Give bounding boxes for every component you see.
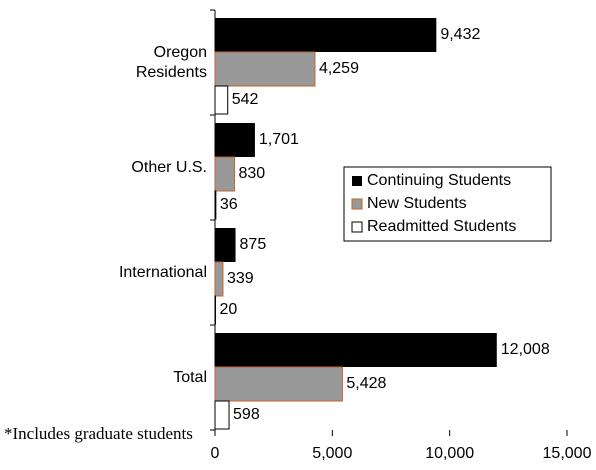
x-tick-label: 15,000 — [543, 445, 592, 462]
category-label: Oregon Residents — [135, 43, 207, 81]
value-label: 5,428 — [346, 375, 386, 392]
value-label: 875 — [240, 236, 267, 253]
bar — [214, 366, 343, 402]
bar — [215, 123, 255, 157]
bar — [214, 261, 224, 297]
category-label: Total — [173, 368, 207, 386]
value-label: 339 — [227, 270, 254, 287]
value-label: 12,008 — [501, 341, 550, 358]
legend-label: Readmitted Students — [367, 218, 516, 235]
value-label: 4,259 — [319, 60, 359, 77]
footnote: *Includes graduate students — [4, 424, 193, 443]
bar — [214, 190, 217, 220]
legend-swatch — [352, 176, 362, 186]
legend-swatch — [351, 198, 363, 210]
legend: Continuing Students New Students Readmitte… — [343, 166, 552, 242]
legend-swatch — [351, 221, 363, 233]
bar — [214, 85, 229, 115]
value-label: 9,432 — [440, 26, 480, 43]
bar — [215, 228, 236, 262]
value-label: 542 — [232, 91, 259, 108]
x-tick-label: 0 — [211, 445, 220, 462]
bar — [214, 156, 235, 192]
bar — [214, 51, 316, 87]
value-label: 830 — [238, 165, 265, 182]
value-label: 598 — [233, 406, 260, 423]
value-label: 36 — [220, 196, 238, 213]
category-label: International — [118, 263, 207, 281]
legend-label: New Students — [367, 195, 467, 212]
bar — [215, 333, 497, 367]
category-label: Other U.S. — [131, 158, 207, 176]
legend-box — [343, 166, 552, 242]
legend-label: Continuing Students — [367, 172, 511, 189]
bar — [214, 400, 230, 430]
value-label: 1,701 — [259, 131, 299, 148]
x-tick-label: 10,000 — [425, 445, 474, 462]
bar — [215, 18, 437, 52]
x-tick-label: 5,000 — [312, 445, 352, 462]
value-label: 20 — [219, 301, 237, 318]
